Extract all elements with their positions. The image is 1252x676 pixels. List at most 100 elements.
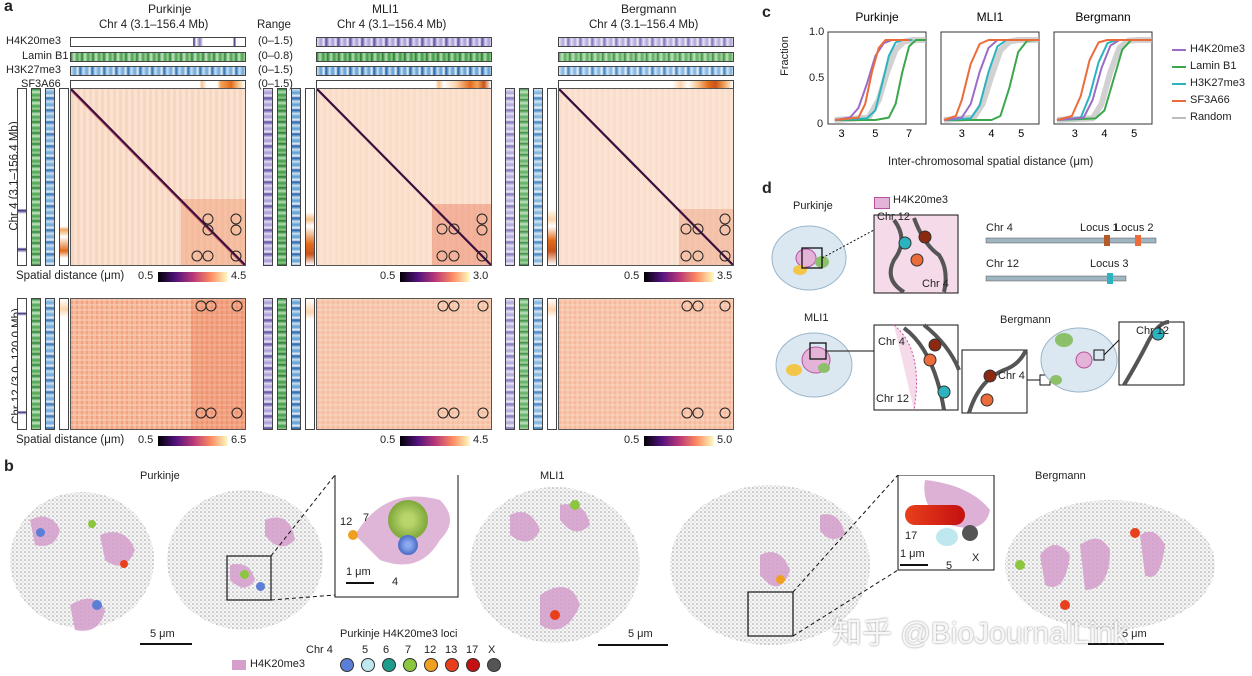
vtrack-sf3a66-bergmann [547, 88, 557, 266]
vtrack-laminb1-mli1 [277, 88, 287, 266]
vtrack-laminb1-purkinje [31, 88, 41, 266]
panel-letter-a: a [4, 0, 13, 15]
mli1-green-body [818, 363, 830, 373]
watermark: 知乎 @BioJournalLink [832, 617, 1128, 650]
heatmap-chr4-purkinje-svg [71, 89, 245, 265]
chr12-line-label: Chr 12 [986, 258, 1020, 270]
loci-swatch-chr17 [466, 658, 480, 672]
vtrack-h4k20me3-purkinje-chr12 [17, 298, 27, 430]
track-label-h3k27me3: H3K27me3 [6, 64, 62, 76]
vtrack-laminb1-bergmann [519, 88, 529, 266]
cdf-title-1: MLI1 [977, 10, 1004, 24]
zoom-label-bergmann-chr12: Chr 12 [1136, 325, 1170, 337]
vtrack-h3k27me3-purkinje [45, 88, 55, 266]
cell-label-mli1-d: MLI1 [804, 312, 829, 324]
track-range-h4k20me3: (0–1.5) [258, 35, 293, 47]
heatmap-chr4-bergmann [558, 88, 734, 266]
loci-chr-7: 7 [405, 644, 412, 656]
bergmann-chromocenter-b [1080, 538, 1110, 590]
mli1-locus-orange [923, 353, 937, 367]
bergmann-chromatin-right [1122, 320, 1170, 387]
chart-c-xlabel: Inter-chromosomal spatial distance (μm) [888, 156, 1094, 168]
mli1-chromocenter-1b [560, 504, 590, 532]
cdf-xtick-0-1: 5 [872, 128, 878, 140]
vtrack-h4k20me3-mli1 [263, 88, 273, 266]
track-h3k27me3-bergmann [558, 66, 734, 76]
locus2-label: Locus 2 [1115, 222, 1154, 234]
colorbar-min-chr12-bergmann: 0.5 [624, 434, 640, 446]
vtrack-h4k20me3-purkinje [17, 88, 27, 266]
track-h3k27me3-mli1 [316, 66, 492, 76]
heatmap-chr12-bergmann [558, 298, 734, 430]
cdf-line-0-sf3a66 [834, 39, 910, 121]
loci-chr-12: 12 [424, 644, 437, 656]
loci-title: Purkinje H4K20me3 loci [340, 628, 458, 640]
legend-h4k20me3-label-b: H4K20me3 [250, 658, 306, 670]
scalebar-inset1 [346, 582, 374, 584]
cdf-line-2-sf3a66 [1056, 39, 1152, 121]
chr4-range-bergmann: Chr 4 (3.1–156.4 Mb) [589, 19, 699, 31]
colorbar-min-chr4-bergmann: 0.5 [624, 270, 640, 282]
b-title-purkinje: Purkinje [140, 470, 180, 482]
b-title-mli1: MLI1 [540, 470, 565, 482]
locus-sphere-berg-a [1015, 560, 1025, 570]
vtrack-sf3a66-purkinje [59, 88, 69, 266]
heatmap-chr12-bergmann-svg [559, 299, 733, 429]
cdf-title-2: Bergmann [1075, 10, 1130, 24]
vtrack-sf3a66-purkinje-chr12 [59, 298, 69, 430]
mli1-chromocenter-1c [540, 587, 580, 630]
mli1-chromocenter-2b [820, 514, 845, 539]
cdf-line-1-sf3a66 [943, 39, 1039, 121]
zoom-label-mli1-chr12: Chr 12 [876, 393, 910, 405]
legend-swatch-sf3a66 [1172, 100, 1186, 102]
inset1-label-4: 4 [392, 576, 399, 588]
colorbar-min-chr4-mli1: 0.5 [380, 270, 396, 282]
loci-swatch-chr7 [403, 658, 417, 672]
loci-chr-x: X [488, 644, 496, 656]
purkinje-zoom-line [821, 229, 875, 259]
inset1-cluster-chr4 [398, 535, 418, 555]
colorbar-max-chr12-purkinje: 6.5 [231, 434, 247, 446]
vtrack-laminb1-mli1-chr12 [277, 298, 287, 430]
cdf-line-2-lamin-b1 [1056, 39, 1152, 121]
track-h4k20me3-purkinje [70, 37, 246, 47]
col-title-bergmann: Bergmann [621, 2, 677, 16]
track-laminb1-mli1 [316, 52, 492, 62]
vtrack-h3k27me3-purkinje-chr12 [45, 298, 55, 430]
purkinje-locus-brown [918, 230, 932, 244]
zoom-label-mli1-chr4: Chr 4 [878, 336, 905, 348]
locus-sphere-chr4 [36, 528, 45, 537]
purkinje-inset-line-1 [270, 475, 336, 557]
track-h4k20me3-mli1 [316, 37, 492, 47]
cdf-frame-1 [940, 31, 1040, 125]
vtrack-h3k27me3-bergmann-chr12 [533, 298, 543, 430]
legend-h4k20me3-swatch-b [232, 660, 246, 670]
loci-chr-13: 13 [445, 644, 458, 656]
col-title-purkinje: Purkinje [148, 2, 192, 16]
cdf-line-0-random [834, 37, 926, 123]
colorbar-chr4-purkinje [158, 272, 228, 282]
track-range-h3k27me3: (0–1.5) [258, 64, 293, 76]
locus-sphere-chr12b [240, 570, 249, 579]
inset2-cluster-chrx [962, 525, 978, 541]
panel-d-schematic [771, 214, 1185, 414]
legend-swatch-laminb1 [1172, 66, 1186, 68]
track-laminb1-bergmann [558, 52, 734, 62]
vtrack-laminb1-bergmann-chr12 [519, 298, 529, 430]
locus-sphere-chr12 [88, 520, 96, 528]
purkinje-nucleus-render-2 [167, 490, 323, 630]
cdf-title-0: Purkinje [855, 10, 899, 24]
cdf-frame-0 [827, 31, 927, 125]
cell-label-bergmann-d: Bergmann [1000, 314, 1051, 326]
cdf-xtick-1-0: 3 [959, 128, 965, 140]
cdf-xtick-1-2: 5 [1018, 128, 1024, 140]
heatmap-chr12-mli1-svg [317, 299, 491, 429]
mli1-chromocenter-edge [893, 324, 917, 411]
legend-label-h3k27me3: H3K27me3 [1190, 77, 1246, 89]
bergmann-chromocenter [1075, 351, 1093, 369]
cdf-xtick-1-1: 4 [988, 128, 994, 140]
loci-swatch-chr4 [340, 658, 354, 672]
heatmap-chr4-mli1-svg [317, 89, 491, 265]
chart-c-ytick-0: 0 [817, 118, 824, 130]
chr12-line [985, 275, 1127, 282]
